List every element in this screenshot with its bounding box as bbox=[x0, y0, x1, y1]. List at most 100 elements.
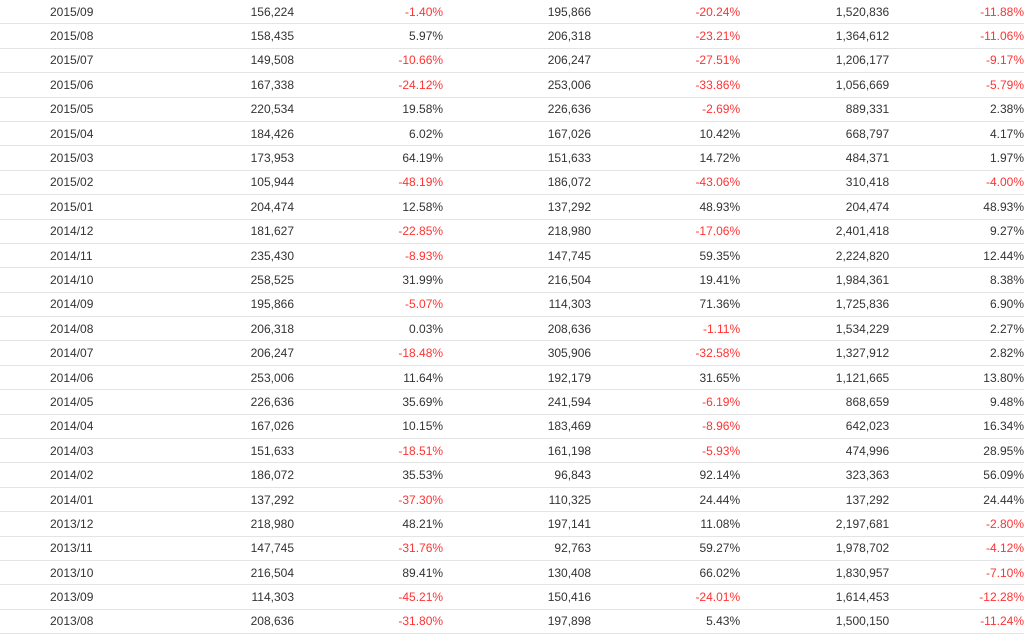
value-3-cell: 323,363 bbox=[740, 462, 890, 488]
month-cell: 2014/01 bbox=[0, 487, 150, 513]
change-3-cell: -4.00% bbox=[889, 170, 1024, 196]
change-2-cell: 24.44% bbox=[591, 487, 741, 513]
value-2-cell: 197,141 bbox=[443, 511, 592, 537]
change-3-cell: -11.24% bbox=[889, 609, 1024, 634]
month-cell: 2014/03 bbox=[0, 438, 150, 464]
value-3-cell: 1,520,836 bbox=[740, 0, 890, 25]
table-row: 2013/10 216,504 89.41% 130,408 66.02% 1,830,9… bbox=[0, 560, 1024, 586]
value-3-cell: 1,725,836 bbox=[740, 292, 890, 318]
change-2-cell: -6.19% bbox=[591, 389, 741, 415]
change-3-cell: 2.38% bbox=[889, 97, 1024, 122]
change-3-cell: 48.93% bbox=[889, 194, 1024, 220]
value-1-cell: 216,504 bbox=[149, 560, 295, 586]
value-2-cell: 151,633 bbox=[443, 145, 592, 171]
value-3-cell: 1,500,150 bbox=[740, 609, 890, 634]
value-1-cell: 137,292 bbox=[149, 487, 295, 513]
change-2-cell: -32.58% bbox=[591, 340, 741, 366]
value-1-cell: 151,633 bbox=[149, 438, 295, 464]
value-1-cell: 220,534 bbox=[149, 97, 295, 122]
table-row: 2014/06 253,006 11.64% 192,179 31.65% 1,121,6… bbox=[0, 365, 1024, 391]
month-cell: 2015/03 bbox=[0, 145, 150, 171]
change-3-cell: 56.09% bbox=[889, 462, 1024, 488]
table-row: 2014/10 258,525 31.99% 216,504 19.41% 1,984,3… bbox=[0, 267, 1024, 293]
table-row: 2015/05 220,534 19.58% 226,636 -2.69% 889,331… bbox=[0, 97, 1024, 122]
change-2-cell: -24.01% bbox=[591, 584, 741, 610]
value-3-cell: 310,418 bbox=[740, 170, 890, 196]
month-cell: 2014/07 bbox=[0, 340, 150, 366]
change-1-cell: 0.03% bbox=[294, 316, 444, 342]
change-1-cell: 64.19% bbox=[294, 145, 444, 171]
change-2-cell: -23.21% bbox=[591, 23, 741, 49]
month-cell: 2013/10 bbox=[0, 560, 150, 586]
change-2-cell: -2.69% bbox=[591, 97, 741, 122]
value-3-cell: 1,121,665 bbox=[740, 365, 890, 391]
change-1-cell: -48.19% bbox=[294, 170, 444, 196]
table-row: 2015/09 156,224 -1.40% 195,866 -20.24% 1,520,… bbox=[0, 0, 1024, 25]
change-2-cell: 14.72% bbox=[591, 145, 741, 171]
value-3-cell: 1,056,669 bbox=[740, 72, 890, 98]
value-1-cell: 158,435 bbox=[149, 23, 295, 49]
value-1-cell: 258,525 bbox=[149, 267, 295, 293]
table-row: 2015/03 173,953 64.19% 151,633 14.72% 484,371… bbox=[0, 145, 1024, 171]
value-3-cell: 1,206,177 bbox=[740, 48, 890, 74]
change-2-cell: -20.24% bbox=[591, 0, 741, 25]
month-cell: 2015/08 bbox=[0, 23, 150, 49]
change-2-cell: 71.36% bbox=[591, 292, 741, 318]
value-3-cell: 1,984,361 bbox=[740, 267, 890, 293]
change-1-cell: -10.66% bbox=[294, 48, 444, 74]
change-2-cell: 10.42% bbox=[591, 121, 741, 147]
change-3-cell: 28.95% bbox=[889, 438, 1024, 464]
change-1-cell: 11.64% bbox=[294, 365, 444, 391]
table-row: 2014/01 137,292 -37.30% 110,325 24.44% 137,29… bbox=[0, 487, 1024, 513]
change-1-cell: -18.51% bbox=[294, 438, 444, 464]
change-2-cell: -5.93% bbox=[591, 438, 741, 464]
change-3-cell: 9.48% bbox=[889, 389, 1024, 415]
change-1-cell: -31.76% bbox=[294, 536, 444, 561]
change-3-cell: -9.17% bbox=[889, 48, 1024, 74]
value-2-cell: 130,408 bbox=[443, 560, 592, 586]
value-2-cell: 161,198 bbox=[443, 438, 592, 464]
table-row: 2014/08 206,318 0.03% 208,636 -1.11% 1,534,22… bbox=[0, 316, 1024, 342]
month-cell: 2015/09 bbox=[0, 0, 150, 25]
table-row: 2014/09 195,866 -5.07% 114,303 71.36% 1,725,8… bbox=[0, 292, 1024, 318]
value-1-cell: 226,636 bbox=[149, 389, 295, 415]
value-3-cell: 474,996 bbox=[740, 438, 890, 464]
value-1-cell: 167,338 bbox=[149, 72, 295, 98]
value-3-cell: 1,978,702 bbox=[740, 536, 890, 561]
month-cell: 2014/12 bbox=[0, 219, 150, 244]
change-2-cell: 19.41% bbox=[591, 267, 741, 293]
value-2-cell: 305,906 bbox=[443, 340, 592, 366]
value-3-cell: 1,830,957 bbox=[740, 560, 890, 586]
value-2-cell: 96,843 bbox=[443, 462, 592, 488]
change-3-cell: 6.90% bbox=[889, 292, 1024, 318]
change-3-cell: -2.80% bbox=[889, 511, 1024, 537]
table-row: 2014/11 235,430 -8.93% 147,745 59.35% 2,224,8… bbox=[0, 243, 1024, 269]
value-3-cell: 889,331 bbox=[740, 97, 890, 122]
change-3-cell: -11.88% bbox=[889, 0, 1024, 25]
change-2-cell: -1.11% bbox=[591, 316, 741, 342]
month-cell: 2014/04 bbox=[0, 414, 150, 440]
change-3-cell: 24.44% bbox=[889, 487, 1024, 513]
value-3-cell: 204,474 bbox=[740, 194, 890, 220]
table-row: 2013/09 114,303 -45.21% 150,416 -24.01% 1,614… bbox=[0, 584, 1024, 610]
change-3-cell: 8.38% bbox=[889, 267, 1024, 293]
value-2-cell: 241,594 bbox=[443, 389, 592, 415]
change-1-cell: 35.53% bbox=[294, 462, 444, 488]
value-3-cell: 484,371 bbox=[740, 145, 890, 171]
value-1-cell: 105,944 bbox=[149, 170, 295, 196]
change-3-cell: 1.97% bbox=[889, 145, 1024, 171]
change-3-cell: 2.82% bbox=[889, 340, 1024, 366]
change-1-cell: -1.40% bbox=[294, 0, 444, 25]
change-3-cell: 2.27% bbox=[889, 316, 1024, 342]
value-3-cell: 868,659 bbox=[740, 389, 890, 415]
change-1-cell: 12.58% bbox=[294, 194, 444, 220]
change-1-cell: -5.07% bbox=[294, 292, 444, 318]
value-2-cell: 218,980 bbox=[443, 219, 592, 244]
change-2-cell: -33.86% bbox=[591, 72, 741, 98]
change-1-cell: -22.85% bbox=[294, 219, 444, 244]
value-1-cell: 208,636 bbox=[149, 609, 295, 634]
value-1-cell: 186,072 bbox=[149, 462, 295, 488]
change-2-cell: 48.93% bbox=[591, 194, 741, 220]
value-2-cell: 192,179 bbox=[443, 365, 592, 391]
